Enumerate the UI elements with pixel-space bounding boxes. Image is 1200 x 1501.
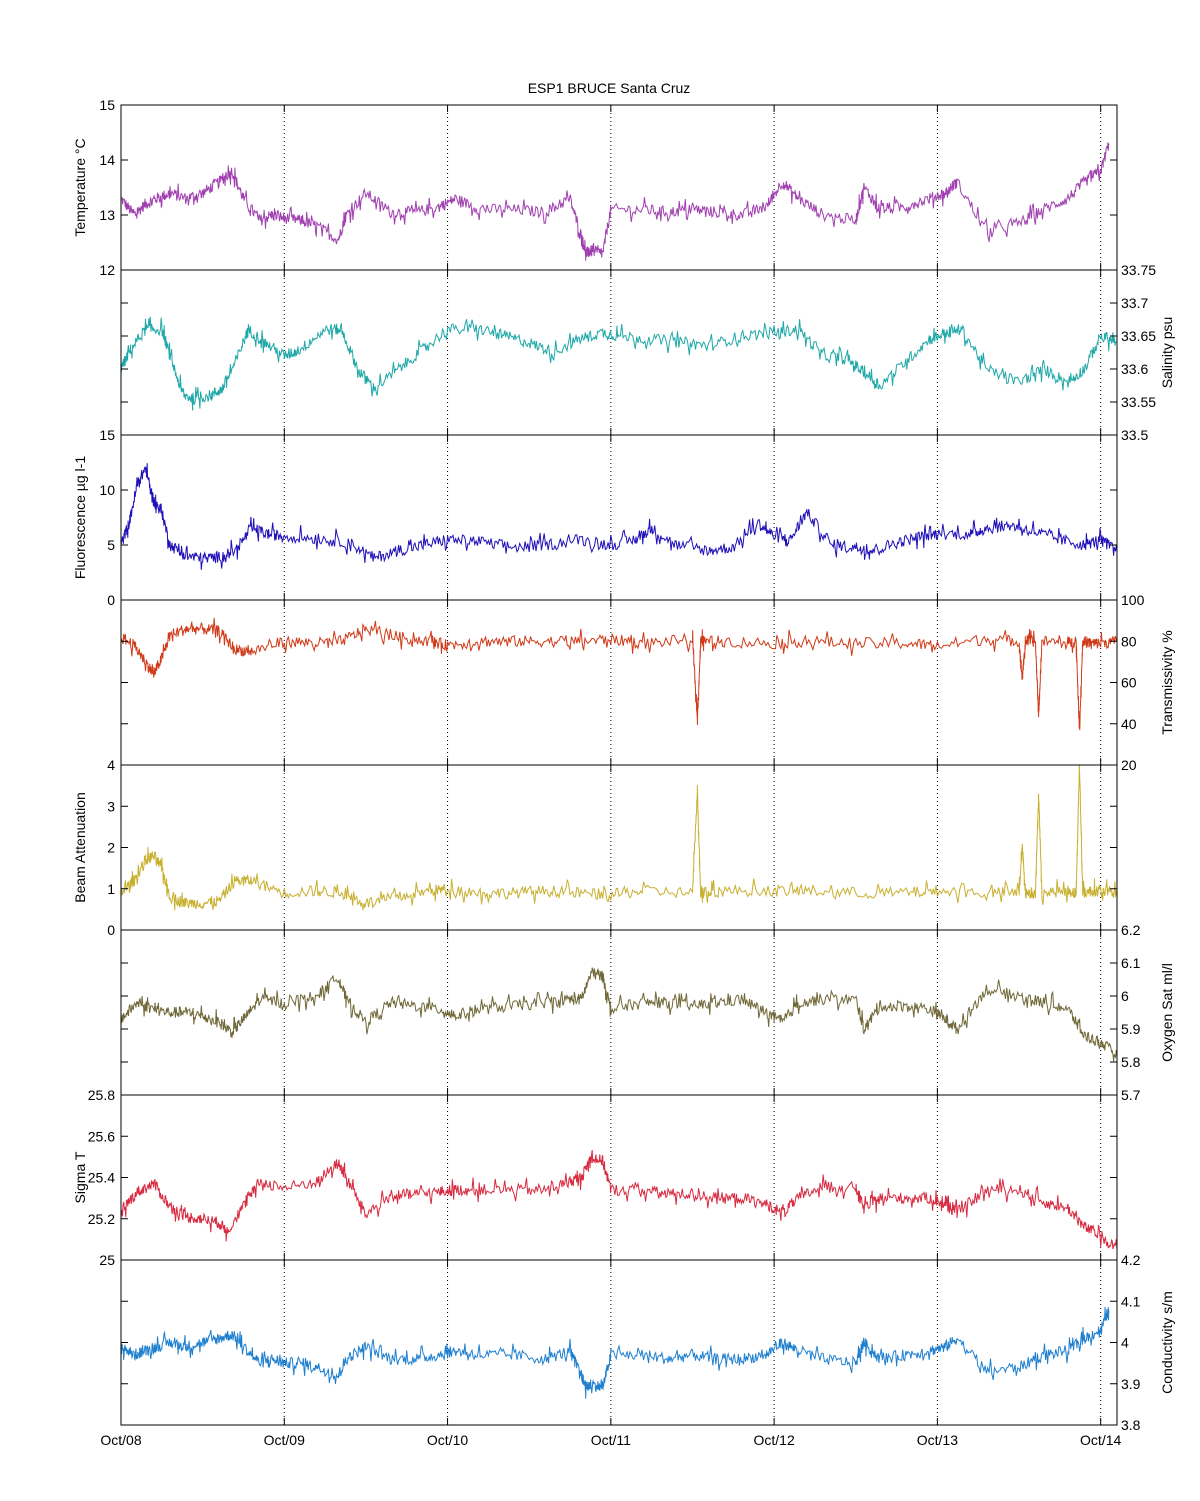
series-line [121,1150,1117,1250]
y-tick-label: 40 [1121,716,1137,732]
panel-frame [120,1094,1118,1261]
y-tick-label: 60 [1121,675,1137,691]
panel-frame [120,1259,1118,1426]
y-tick-label: 3 [107,798,115,814]
panel-8: 3.8 3.9 4 4.1 4.2 Conductivity s/m [120,1252,1175,1433]
panel-frame [120,269,1118,436]
panel-frame [120,104,1118,271]
y-tick-label: 4.2 [1121,1252,1141,1268]
y-tick-label: 25.4 [88,1170,115,1186]
panel-frame [120,434,1118,601]
chart-title: ESP1 BRUCE Santa Cruz [528,80,691,96]
x-tick-label: Oct/10 [427,1432,468,1448]
y-tick-label: 0 [107,922,115,938]
y-tick-label: 15 [99,427,115,443]
x-tick-label: Oct/09 [264,1432,305,1448]
x-tick-label: Oct/12 [753,1432,794,1448]
series-line [121,967,1117,1062]
series-line [121,316,1117,411]
series-line [121,1306,1110,1399]
panel-2: 33.5 33.55 33.6 33.65 33.7 33.75 Salinity psu [120,262,1175,443]
y-axis-label: Sigma T [72,1151,88,1203]
y-tick-label: 100 [1121,592,1145,608]
y-tick-label: 12 [99,262,115,278]
y-tick-label: 33.5 [1121,427,1148,443]
y-axis-label: Salinity psu [1159,317,1175,389]
y-tick-label: 13 [99,207,115,223]
panel-frame [120,599,1118,766]
y-tick-label: 25.2 [88,1211,115,1227]
y-tick-label: 33.55 [1121,394,1156,410]
y-tick-label: 5.7 [1121,1087,1141,1103]
y-axis-label: Beam Attenuation [72,792,88,903]
y-tick-label: 14 [99,152,115,168]
y-tick-label: 5.8 [1121,1054,1141,1070]
series-line [121,463,1117,570]
x-tick-label: Oct/14 [1080,1432,1121,1448]
y-tick-label: 80 [1121,633,1137,649]
y-tick-label: 33.65 [1121,328,1156,344]
panel-frame [120,764,1118,931]
y-tick-label: 4.1 [1121,1293,1141,1309]
y-tick-label: 25.6 [88,1128,115,1144]
series-line [121,765,1117,911]
y-tick-label: 10 [99,482,115,498]
y-tick-label: 25 [99,1252,115,1268]
panel-4: 20 40 60 80 100 Transmissivity % [120,592,1175,773]
panel-5: 0 1 2 3 4 Beam Attenuation [72,757,1118,938]
y-tick-label: 6.2 [1121,922,1141,938]
panel-7: 25 25.2 25.4 25.6 25.8 Sigma T [72,1087,1118,1268]
y-tick-label: 3.9 [1121,1376,1141,1392]
panel-3: 0 5 10 15 Fluorescence µg l-1 [72,427,1118,608]
y-tick-label: 5 [107,537,115,553]
x-tick-label: Oct/08 [100,1432,141,1448]
y-tick-label: 20 [1121,757,1137,773]
y-tick-label: 25.8 [88,1087,115,1103]
y-tick-label: 33.75 [1121,262,1156,278]
y-axis-label: Conductivity s/m [1159,1291,1175,1394]
series-line [121,142,1110,261]
y-tick-label: 0 [107,592,115,608]
y-axis-label: Transmissivity % [1159,630,1175,735]
y-tick-label: 15 [99,97,115,113]
panel-6: 5.7 5.8 5.9 6 6.1 6.2 Oxygen Sat ml/l [120,922,1175,1103]
y-tick-label: 6 [1121,988,1129,1004]
y-tick-label: 3.8 [1121,1417,1141,1433]
x-tick-label: Oct/13 [917,1432,958,1448]
y-tick-label: 4 [107,757,115,773]
panel-1: 12 13 14 15 Temperature °C [72,97,1118,278]
y-axis-label: Oxygen Sat ml/l [1159,963,1175,1062]
y-tick-label: 33.7 [1121,295,1148,311]
y-tick-label: 1 [107,881,115,897]
y-tick-label: 6.1 [1121,955,1141,971]
y-tick-label: 4 [1121,1335,1129,1351]
y-axis-label: Fluorescence µg l-1 [72,456,88,579]
series-line [121,617,1117,731]
y-tick-label: 2 [107,840,115,856]
x-tick-label: Oct/11 [591,1432,631,1448]
y-tick-label: 5.9 [1121,1021,1141,1037]
y-tick-label: 33.6 [1121,361,1148,377]
y-axis-label: Temperature °C [72,138,88,236]
